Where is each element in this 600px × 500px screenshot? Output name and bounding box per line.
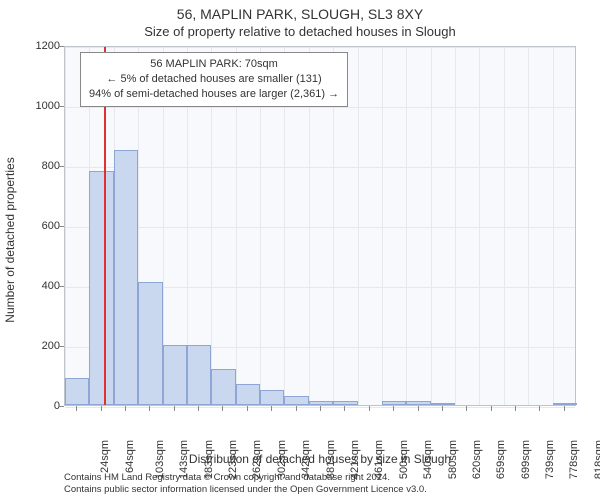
x-tick-mark <box>174 406 175 411</box>
y-tick-label: 1000 <box>24 100 60 112</box>
y-tick-label: 200 <box>24 340 60 352</box>
info-box-line1: 56 MAPLIN PARK: 70sqm <box>89 57 339 72</box>
y-axis-label: Number of detached properties <box>3 157 17 322</box>
y-tick-mark <box>59 346 64 347</box>
x-tick-mark <box>564 406 565 411</box>
histogram-bar <box>284 396 308 405</box>
y-tick-mark <box>59 46 64 47</box>
y-tick-label: 400 <box>24 280 60 292</box>
x-tick-mark <box>247 406 248 411</box>
gridline-h <box>65 107 575 108</box>
gridline-v <box>406 47 407 405</box>
x-tick-mark <box>515 406 516 411</box>
y-tick-mark <box>59 166 64 167</box>
x-tick-mark <box>76 406 77 411</box>
histogram-bar <box>333 401 357 406</box>
gridline-v <box>528 47 529 405</box>
histogram-bar <box>382 401 406 406</box>
x-tick-mark <box>222 406 223 411</box>
histogram-bar <box>114 150 138 405</box>
gridline-v <box>455 47 456 405</box>
x-axis-label: Distribution of detached houses by size … <box>64 452 576 466</box>
gridline-v <box>479 47 480 405</box>
y-tick-label: 1200 <box>24 40 60 52</box>
x-tick-mark <box>418 406 419 411</box>
x-tick-mark <box>442 406 443 411</box>
attribution: Contains HM Land Registry data © Crown c… <box>64 472 576 496</box>
attribution-line1: Contains HM Land Registry data © Crown c… <box>64 472 576 484</box>
x-tick-mark <box>539 406 540 411</box>
info-box-line3: 94% of semi-detached houses are larger (… <box>89 87 339 102</box>
histogram-bar <box>406 401 430 406</box>
x-tick-mark <box>491 406 492 411</box>
histogram-bar <box>65 378 89 405</box>
gridline-h <box>65 227 575 228</box>
histogram-bar <box>163 345 187 405</box>
x-tick-mark <box>320 406 321 411</box>
y-tick-mark <box>59 406 64 407</box>
gridline-h <box>65 47 575 48</box>
gridline-h <box>65 167 575 168</box>
y-tick-label: 600 <box>24 220 60 232</box>
x-tick-mark <box>369 406 370 411</box>
y-tick-mark <box>59 226 64 227</box>
x-tick-mark <box>125 406 126 411</box>
y-tick-label: 800 <box>24 160 60 172</box>
gridline-v <box>382 47 383 405</box>
gridline-v <box>553 47 554 405</box>
attribution-line2: Contains public sector information licen… <box>64 484 576 496</box>
histogram-bar <box>89 171 113 405</box>
x-tick-mark <box>466 406 467 411</box>
x-tick-label: 818sqm <box>593 440 600 479</box>
y-tick-mark <box>59 286 64 287</box>
chart-title: 56, MAPLIN PARK, SLOUGH, SL3 8XY <box>0 6 600 22</box>
histogram-bar <box>553 403 577 405</box>
x-tick-mark <box>393 406 394 411</box>
gridline-v <box>358 47 359 405</box>
gridline-v <box>65 47 66 405</box>
histogram-bar <box>187 345 211 405</box>
y-tick-mark <box>59 106 64 107</box>
x-tick-mark <box>101 406 102 411</box>
histogram-bar <box>138 282 162 405</box>
gridline-v <box>504 47 505 405</box>
histogram-bar <box>211 369 235 405</box>
x-tick-mark <box>198 406 199 411</box>
info-box-line2: ← 5% of detached houses are smaller (131… <box>89 72 339 87</box>
gridline-v <box>431 47 432 405</box>
x-tick-mark <box>344 406 345 411</box>
info-box: 56 MAPLIN PARK: 70sqm ← 5% of detached h… <box>80 52 348 107</box>
histogram-bar <box>236 384 260 405</box>
histogram-bar <box>260 390 284 405</box>
histogram-bar <box>309 401 333 406</box>
y-tick-label: 0 <box>24 400 60 412</box>
chart-container: { "chart": { "type": "histogram", "title… <box>0 0 600 500</box>
x-tick-mark <box>296 406 297 411</box>
x-tick-mark <box>149 406 150 411</box>
chart-subtitle: Size of property relative to detached ho… <box>0 24 600 39</box>
x-tick-mark <box>271 406 272 411</box>
histogram-bar <box>431 403 455 405</box>
